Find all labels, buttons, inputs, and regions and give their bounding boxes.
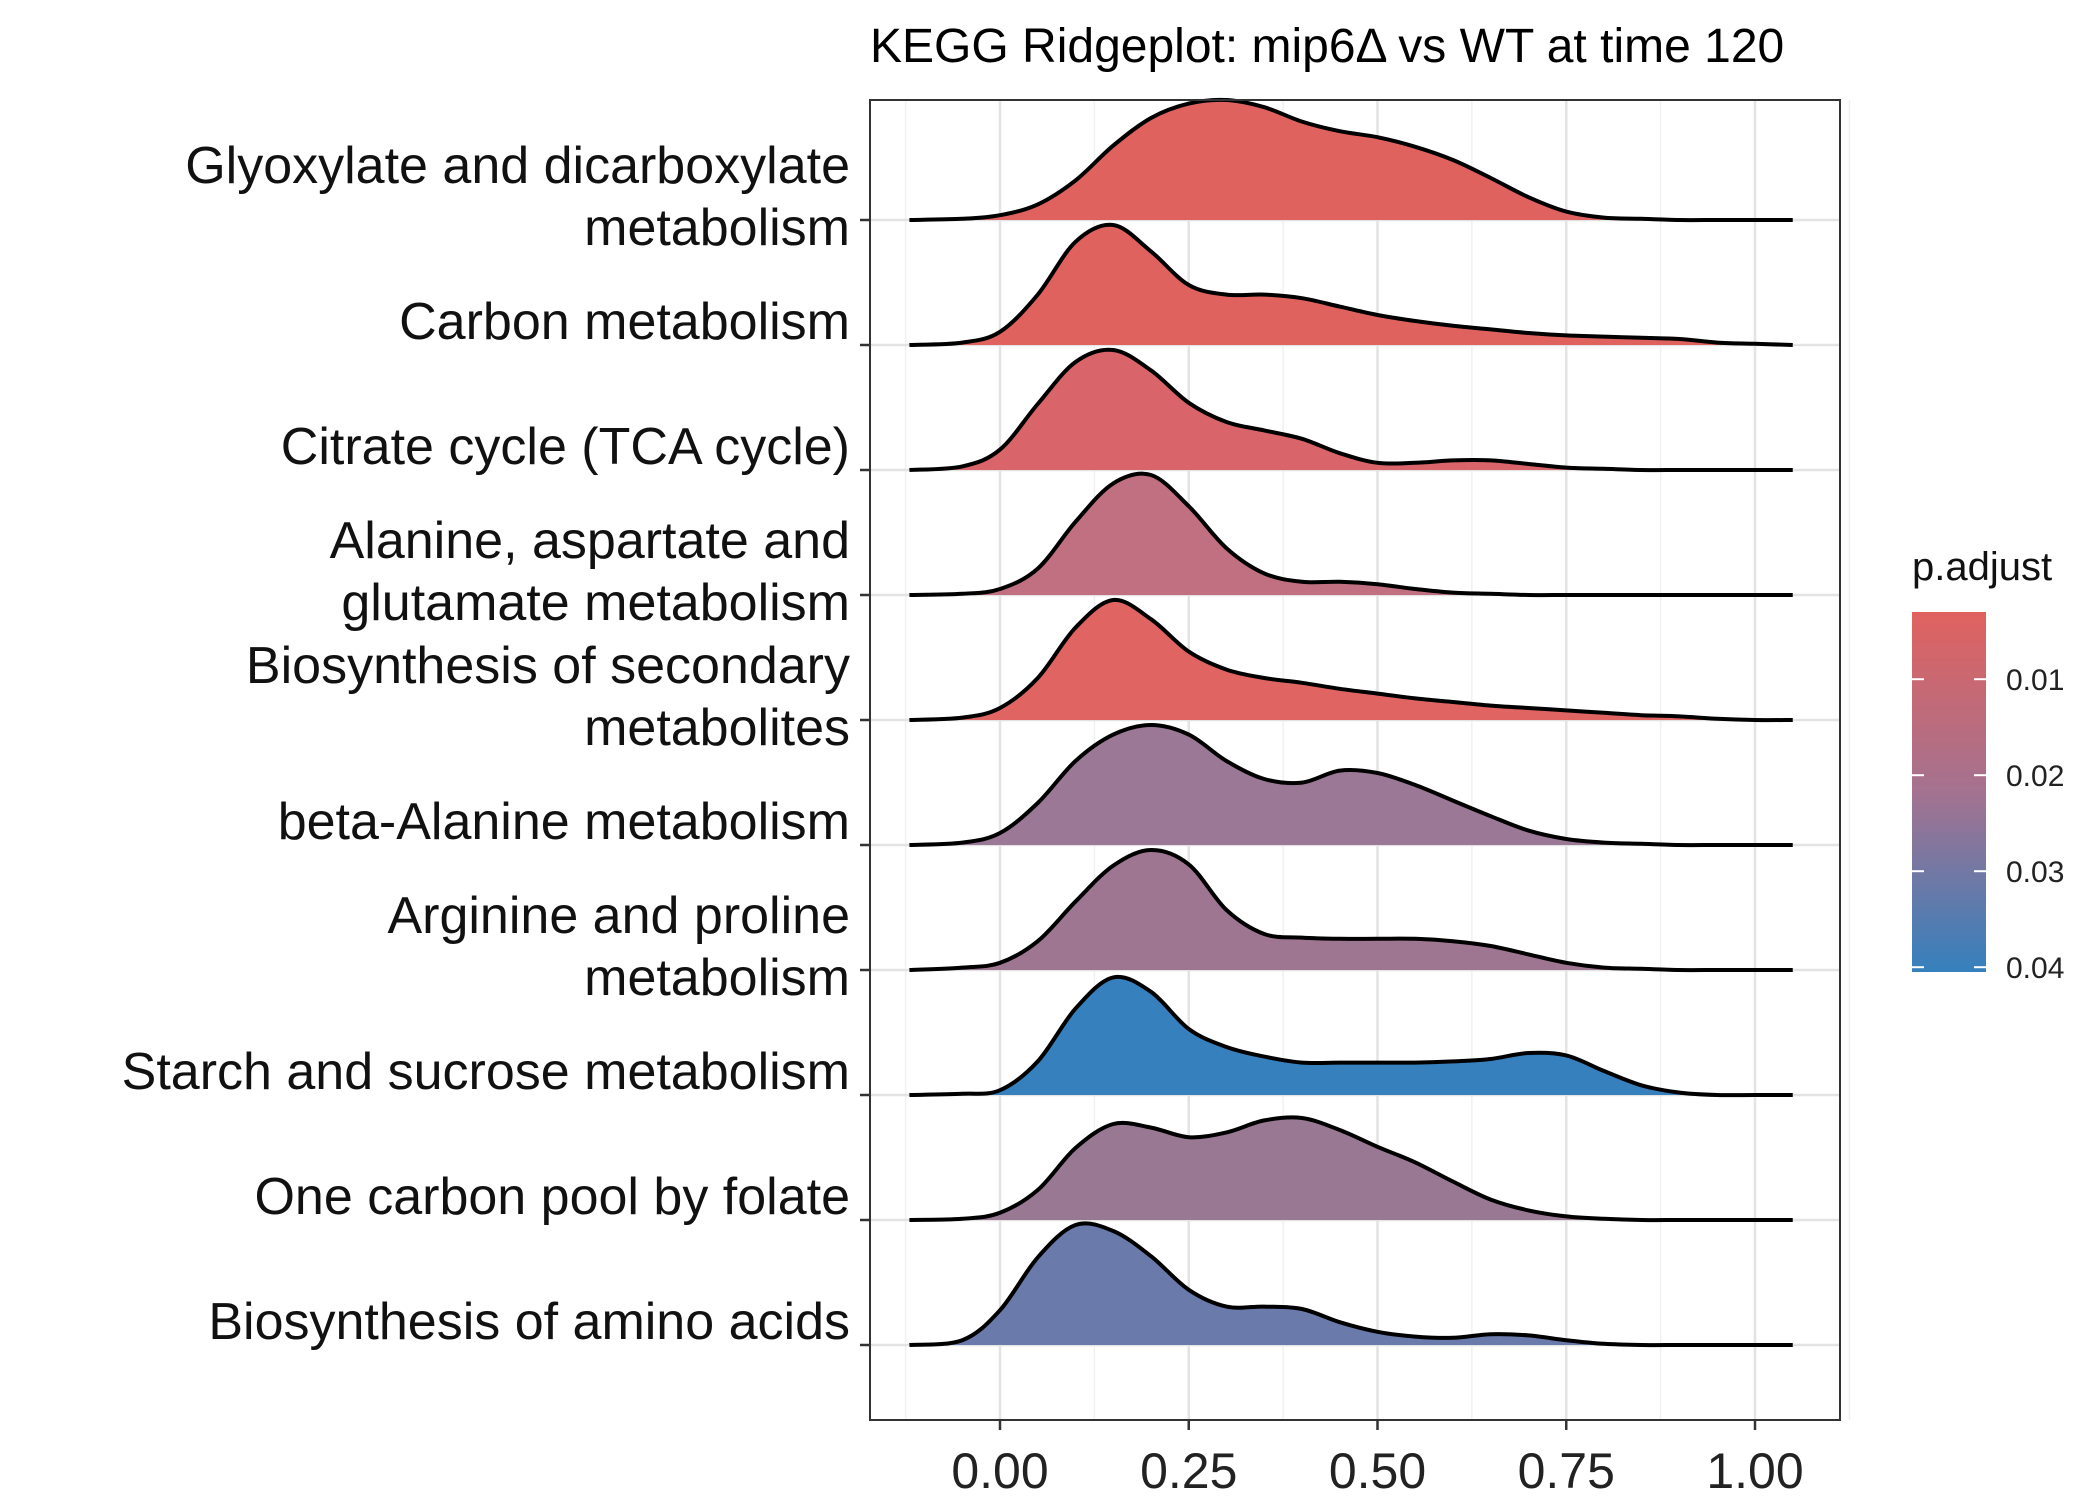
x-tick-label: 0.00	[951, 1443, 1048, 1499]
ridge-line	[909, 847, 1793, 973]
ridge-line	[909, 1221, 1793, 1348]
legend-ticks: 0.01 0.02 0.03 0.04	[1912, 664, 2064, 985]
legend-colorbar	[1912, 612, 1986, 972]
y-tick-label: Biosynthesis of secondary metabolites	[246, 637, 850, 757]
y-tick-label: Starch and sucrose metabolism	[122, 1043, 850, 1101]
ridge-line	[909, 1115, 1793, 1223]
y-tick-label: One carbon pool by folate	[254, 1168, 850, 1226]
y-axis: Glyoxylate and dicarboxylate metabolism Ca…	[122, 137, 870, 1351]
y-tick-label: Biosynthesis of amino acids	[208, 1293, 850, 1351]
x-tick-label: 0.25	[1140, 1443, 1237, 1499]
ridge-fill	[909, 473, 1793, 596]
ridge-fill	[909, 349, 1793, 471]
legend-tick-label: 0.04	[2006, 952, 2064, 985]
y-tick-label: Citrate cycle (TCA cycle)	[281, 418, 850, 476]
legend-tick-label: 0.02	[2006, 760, 2064, 793]
ridge-fill	[909, 224, 1793, 345]
ridges	[909, 97, 1793, 1348]
ridge-fill	[909, 725, 1793, 846]
y-tick-label: Arginine and proline metabolism	[387, 887, 850, 1007]
ridge-line	[909, 97, 1793, 223]
ridge-line	[909, 222, 1793, 347]
ridge-fill	[909, 849, 1793, 971]
ridge-line	[909, 597, 1793, 723]
ridge-fill	[909, 99, 1793, 221]
color-legend: p.adjust 0.01 0.02 0.03 0.04	[1912, 545, 2064, 985]
y-tick-label: Carbon metabolism	[399, 293, 850, 351]
legend-tick-label: 0.03	[2006, 856, 2064, 889]
ridge-fill	[909, 1117, 1793, 1221]
ridge-line	[909, 471, 1793, 598]
legend-title: p.adjust	[1912, 545, 2052, 589]
ridge-line	[909, 347, 1793, 473]
ridge-line	[909, 723, 1793, 848]
y-tick-label: beta-Alanine metabolism	[278, 793, 850, 851]
ridge-line	[909, 974, 1793, 1098]
ridge-fill	[909, 599, 1793, 721]
x-axis: 0.00 0.25 0.50 0.75 1.00	[951, 1420, 1804, 1499]
x-tick-label: 0.50	[1329, 1443, 1426, 1499]
ridge-fill	[909, 1223, 1793, 1346]
x-tick-label: 0.75	[1518, 1443, 1615, 1499]
legend-tick-label: 0.01	[2006, 664, 2064, 697]
ridge-fill	[909, 976, 1793, 1096]
x-tick-label: 1.00	[1706, 1443, 1803, 1499]
y-tick-label: Glyoxylate and dicarboxylate metabolism	[185, 137, 850, 257]
chart-title: KEGG Ridgeplot: mip6Δ vs WT at time 120	[870, 20, 1784, 73]
panel-border	[869, 99, 1841, 1421]
y-tick-label: Alanine, aspartate and glutamate metaboli…	[330, 512, 850, 632]
